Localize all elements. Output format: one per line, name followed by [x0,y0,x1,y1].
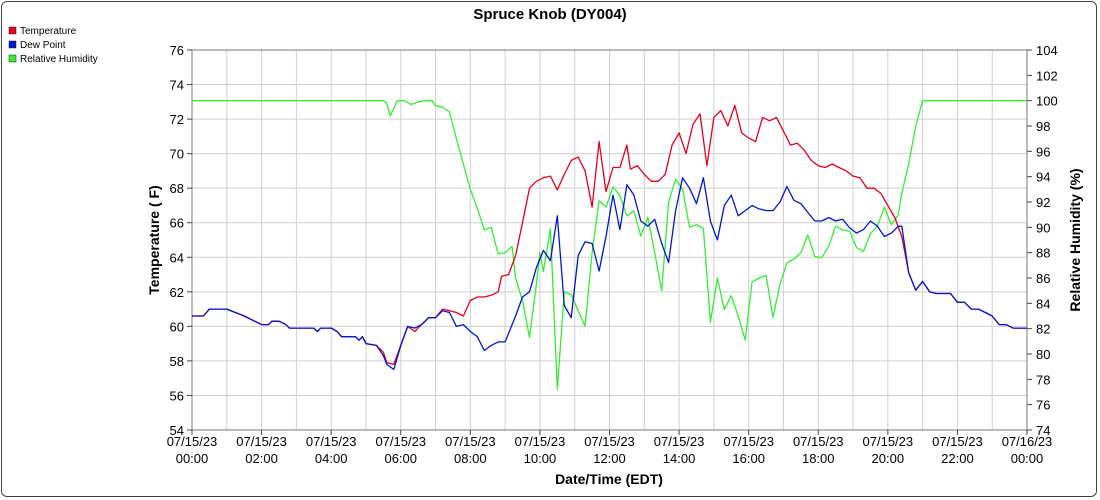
legend-label: Temperature [20,26,77,37]
y-right-tick-label: 90 [1036,220,1050,235]
y-axis-left-label: Temperature ( F) [146,185,162,294]
y-left-tick-label: 68 [170,181,184,196]
x-tick-date: 07/15/23 [723,434,774,449]
x-tick-date: 07/16/23 [1002,434,1053,449]
y-left-tick-label: 58 [170,354,184,369]
x-tick-time: 08:00 [454,451,487,466]
series-group [192,100,1027,391]
y-right-tick-label: 82 [1036,322,1050,337]
x-tick-time: 10:00 [524,451,557,466]
legend-label: Relative Humidity [20,54,98,65]
y-right-tick-label: 74 [1036,423,1050,438]
chart-title: Spruce Knob (DY004) [473,6,626,23]
y-axis-right-ticks: 74 76 78 80 82 84 86 88 90 92 94 96 98 100 102 104 [1027,43,1058,438]
x-tick-time: 22:00 [941,451,974,466]
x-axis-label: Date/Time (EDT) [555,471,663,487]
y-right-tick-label: 76 [1036,398,1050,413]
x-tick-time: 18:00 [802,451,835,466]
x-tick-date: 07/15/23 [863,434,914,449]
y-right-tick-label: 96 [1036,144,1050,159]
y-right-tick-label: 84 [1036,296,1050,311]
x-tick-date: 07/15/23 [167,434,218,449]
x-tick-date: 07/15/23 [515,434,566,449]
x-tick-time: 00:00 [176,451,209,466]
x-tick-date: 07/15/23 [306,434,357,449]
x-tick-time: 06:00 [384,451,417,466]
x-tick-date: 07/15/23 [584,434,635,449]
y-left-tick-label: 66 [170,216,184,231]
x-tick-date: 07/15/23 [375,434,426,449]
y-right-tick-label: 80 [1036,347,1050,362]
y-right-tick-label: 98 [1036,119,1050,134]
y-right-tick-label: 100 [1036,94,1058,109]
y-left-tick-label: 54 [170,423,184,438]
y-left-tick-label: 64 [170,250,184,265]
x-tick-date: 07/15/23 [236,434,287,449]
x-tick-date: 07/15/23 [793,434,844,449]
legend-swatch [8,26,17,35]
x-tick-time: 14:00 [663,451,696,466]
y-right-tick-label: 102 [1036,68,1058,83]
legend-swatch [8,54,17,63]
y-left-tick-label: 60 [170,319,184,334]
y-axis-right-label: Relative Humidity (%) [1067,168,1083,311]
legend-label: Dew Point [20,40,66,51]
y-left-tick-label: 56 [170,388,184,403]
grid [192,49,1027,431]
y-left-tick-label: 74 [170,78,184,93]
x-tick-time: 04:00 [315,451,348,466]
x-tick-time: 12:00 [593,451,626,466]
y-right-tick-label: 94 [1036,170,1050,185]
x-tick-date: 07/15/23 [932,434,983,449]
y-right-tick-label: 78 [1036,372,1050,387]
y-right-tick-label: 88 [1036,246,1050,261]
x-tick-date: 07/15/23 [654,434,705,449]
x-tick-time: 00:00 [1011,451,1044,466]
y-left-tick-label: 62 [170,285,184,300]
y-axis-left-ticks: 54 56 58 60 62 64 66 68 70 72 74 76 [170,43,192,438]
series-line-relative-humidity [192,100,1027,391]
y-left-tick-label: 76 [170,43,184,58]
x-axis-ticks: 07/15/23 00:00 07/15/23 02:00 07/15/23 04:00 0… [167,430,1053,466]
legend-swatch [8,40,17,49]
y-right-tick-label: 92 [1036,195,1050,210]
legend: Temperature Dew Point Relative Humidity [8,26,98,65]
y-left-tick-label: 70 [170,147,184,162]
x-tick-time: 02:00 [245,451,278,466]
x-tick-time: 20:00 [872,451,905,466]
x-tick-date: 07/15/23 [445,434,496,449]
y-right-tick-label: 104 [1036,43,1058,58]
x-tick-time: 16:00 [732,451,765,466]
series-line-dew-point [192,177,1027,371]
y-right-tick-label: 86 [1036,271,1050,286]
y-left-tick-label: 72 [170,112,184,127]
